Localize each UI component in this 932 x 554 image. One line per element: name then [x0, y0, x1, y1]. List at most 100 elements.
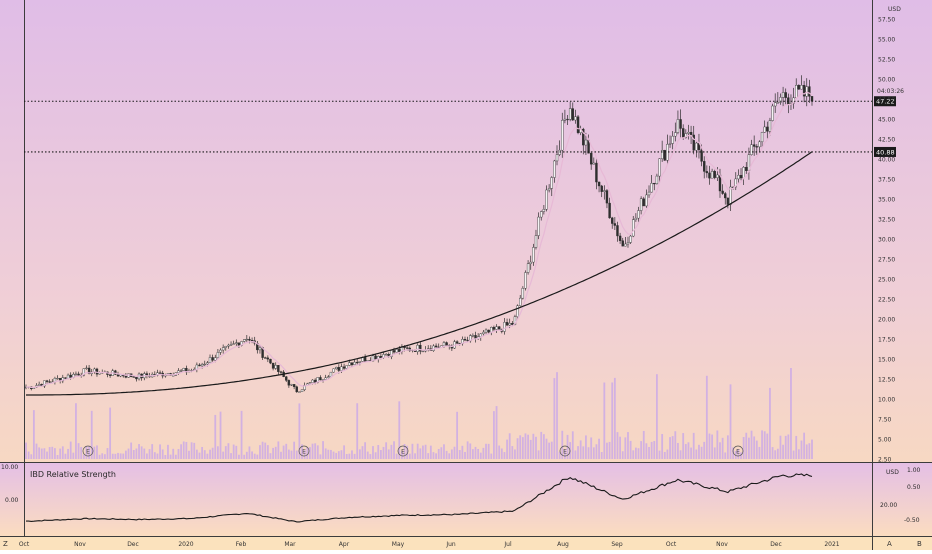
volume-bar	[540, 431, 543, 459]
volume-bar	[77, 443, 80, 459]
y-tick-label: 55.00	[878, 37, 895, 44]
earnings-marker[interactable]	[559, 445, 571, 457]
volume-bar	[274, 446, 277, 459]
candle-body	[726, 197, 730, 205]
candle-body	[242, 339, 246, 342]
volume-bar	[713, 447, 716, 459]
volume-bar	[169, 454, 172, 459]
candle-body	[566, 118, 569, 121]
volume-bar	[737, 449, 740, 459]
volume-bar	[401, 451, 403, 459]
x-tick-label: Mar	[284, 541, 296, 548]
candle-body	[521, 288, 525, 299]
candle-body	[277, 365, 280, 372]
candle-body	[203, 363, 206, 366]
x-tick-label: Aug	[557, 541, 569, 548]
volume-bar	[682, 433, 685, 459]
volume-bar	[124, 450, 127, 459]
volume-bar	[787, 434, 790, 459]
volume-bar	[711, 434, 714, 459]
candle-body	[681, 128, 685, 139]
candle-body	[642, 198, 645, 207]
volume-bar	[634, 447, 637, 459]
volume-bar	[485, 443, 487, 459]
volume-bar	[153, 452, 156, 459]
candle-body	[568, 108, 572, 120]
candle-body	[632, 219, 635, 237]
volume-bar	[238, 454, 240, 459]
volume-bar	[82, 454, 85, 459]
x-tick-label: Jul	[503, 541, 512, 548]
volume-bar	[306, 447, 309, 459]
volume-bar	[495, 406, 498, 459]
candle-body	[74, 373, 78, 375]
volume-bar	[117, 452, 119, 459]
button-a[interactable]: A	[887, 540, 892, 548]
volume-bar	[96, 445, 98, 459]
candle-body	[132, 376, 135, 378]
earnings-marker[interactable]	[732, 445, 744, 457]
volume-bar	[671, 436, 674, 459]
candle-body	[605, 190, 609, 204]
volume-bar	[266, 445, 269, 459]
volume-bar	[159, 444, 161, 459]
volume-bar	[648, 447, 650, 459]
volume-bar	[398, 401, 401, 459]
earnings-marker[interactable]	[82, 445, 94, 457]
candle-body	[279, 371, 283, 373]
volume-bar	[374, 452, 377, 459]
earnings-marker[interactable]	[298, 445, 310, 457]
volume-bar	[235, 445, 238, 459]
volume-bar	[808, 443, 811, 459]
currency-label: USD	[888, 6, 901, 13]
volume-bar	[471, 449, 474, 459]
candle-body	[545, 189, 548, 210]
volume-bar	[774, 450, 777, 459]
volume-bar	[477, 448, 480, 459]
volume-bar	[690, 447, 692, 459]
volume-bar	[138, 444, 140, 459]
volume-bar	[358, 449, 361, 459]
volume-bar	[195, 449, 198, 459]
x-tick-label: Nov	[74, 541, 86, 548]
candle-body	[760, 132, 764, 143]
candle-body	[713, 171, 716, 178]
volume-bar	[719, 442, 721, 459]
volume-bar	[656, 374, 658, 459]
earnings-marker[interactable]	[397, 445, 409, 457]
candle-body	[135, 376, 138, 380]
y-tick-label: 30.00	[878, 237, 895, 244]
candle-body	[43, 380, 46, 387]
candle-body	[345, 365, 348, 369]
candle-body	[508, 323, 511, 326]
button-z[interactable]: Z	[3, 540, 8, 548]
volume-bar	[327, 449, 330, 459]
candle-body	[287, 380, 291, 386]
volume-bar	[698, 444, 700, 459]
volume-bar	[324, 448, 327, 459]
volume-bar	[755, 440, 758, 459]
volume-bar	[519, 435, 522, 459]
volume-bar	[56, 454, 59, 459]
candle-body	[705, 171, 709, 174]
volume-bar	[214, 414, 217, 459]
volume-bar	[411, 443, 414, 459]
candle-body	[298, 391, 301, 393]
volume-bar	[542, 434, 545, 459]
candle-body	[264, 357, 267, 359]
volume-bar	[606, 442, 608, 459]
volume-bar	[25, 442, 27, 459]
volume-bar	[527, 434, 529, 459]
candle-body	[295, 386, 298, 393]
button-b[interactable]: B	[917, 540, 922, 548]
candle-body	[198, 364, 201, 367]
volume-bar	[805, 444, 808, 459]
candle-body	[710, 171, 714, 179]
volume-bar	[490, 453, 493, 459]
y-tick-label: 32.50	[878, 217, 895, 224]
candle-body	[805, 86, 808, 97]
y-tick-label: 12.50	[878, 377, 895, 384]
candle-body	[179, 370, 183, 372]
volume-bar	[666, 449, 669, 459]
volume-bar	[311, 443, 314, 459]
